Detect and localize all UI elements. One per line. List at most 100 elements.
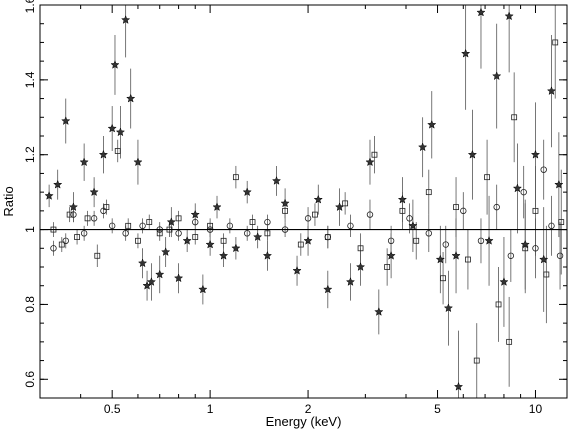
circle-marker — [324, 233, 332, 241]
circle-marker — [62, 237, 69, 244]
square-marker — [532, 207, 539, 214]
star-marker — [397, 194, 408, 204]
square-marker — [249, 219, 256, 225]
star-marker — [408, 220, 418, 230]
plot-frame — [39, 4, 568, 399]
star-marker — [98, 149, 109, 159]
star-marker — [212, 202, 222, 212]
star-marker — [345, 277, 356, 286]
star-marker — [520, 239, 530, 249]
square-marker — [207, 222, 214, 229]
circle-marker — [70, 211, 77, 218]
star-marker — [476, 7, 486, 17]
star-marker — [504, 11, 514, 21]
square-marker — [495, 301, 502, 308]
circle-marker — [460, 207, 467, 215]
star-marker — [374, 307, 384, 316]
circle-marker — [425, 230, 432, 237]
circle-marker — [477, 237, 485, 244]
square-marker — [552, 39, 559, 46]
y-tick-label: 1 — [23, 226, 37, 233]
y-axis-title: Ratio — [1, 186, 16, 216]
star-marker — [443, 303, 454, 313]
square-marker — [506, 338, 513, 345]
circle-marker — [556, 252, 564, 259]
star-marker — [365, 157, 375, 167]
square-marker — [125, 222, 132, 229]
star-marker — [427, 119, 437, 129]
circle-marker — [122, 230, 129, 237]
y-tick-label: 0.6 — [23, 371, 37, 388]
star-marker — [417, 142, 428, 152]
circle-marker — [226, 222, 234, 230]
square-marker — [384, 264, 391, 270]
circle-marker — [387, 237, 395, 244]
star-marker — [435, 254, 445, 264]
star-marker — [155, 269, 165, 279]
star-marker — [323, 284, 333, 294]
star-marker — [61, 116, 71, 125]
star-marker — [173, 273, 184, 283]
square-marker — [511, 114, 518, 121]
star-marker — [166, 217, 177, 227]
y-tick-label: 1.6 — [23, 0, 37, 13]
square-marker — [282, 207, 288, 214]
circle-marker — [192, 218, 199, 226]
star-marker — [467, 149, 478, 159]
square-marker — [413, 237, 420, 244]
square-marker — [522, 245, 529, 252]
star-marker — [120, 15, 131, 24]
circle-marker — [139, 222, 146, 230]
star-marker — [242, 187, 252, 197]
square-marker — [453, 204, 459, 211]
star-marker — [386, 250, 396, 260]
square-marker — [103, 204, 110, 211]
circle-marker — [108, 222, 116, 230]
star-marker — [512, 183, 523, 193]
star-marker — [68, 202, 79, 212]
circle-marker — [493, 203, 500, 211]
star-marker — [79, 157, 89, 167]
star-marker — [292, 265, 302, 275]
square-marker — [342, 200, 349, 207]
circle-marker — [50, 245, 57, 252]
star-marker — [89, 187, 99, 197]
circle-marker — [548, 222, 555, 230]
star-marker — [126, 93, 136, 103]
star-marker — [115, 127, 126, 137]
square-marker — [135, 237, 141, 244]
circle-marker — [507, 252, 515, 259]
star-marker — [190, 209, 200, 219]
x-tick-label: 5 — [434, 402, 441, 416]
error-bars — [48, 5, 562, 398]
star-marker — [271, 176, 282, 185]
star-marker — [218, 250, 229, 260]
star-marker — [44, 190, 54, 200]
star-marker — [280, 198, 290, 208]
square-marker — [473, 357, 480, 364]
square-marker — [264, 230, 271, 237]
square-marker — [156, 230, 163, 237]
square-marker — [175, 215, 182, 222]
y-tick-label: 0.8 — [23, 296, 37, 313]
star-marker — [198, 284, 208, 294]
star-marker — [539, 254, 549, 264]
star-marker — [303, 235, 313, 245]
star-marker — [546, 86, 557, 96]
star-marker — [107, 123, 117, 133]
square-marker — [440, 275, 446, 282]
square-marker — [371, 151, 378, 158]
star-marker — [231, 243, 241, 253]
star-marker — [499, 277, 509, 286]
x-axis: 0.5 1 2 5 10 — [39, 5, 542, 416]
y-tick-label: 1.4 — [23, 71, 37, 88]
circle-marker — [304, 215, 312, 222]
star-marker — [451, 250, 461, 260]
star-marker — [53, 179, 63, 189]
star-marker — [355, 262, 366, 271]
x-tick-label: 1 — [207, 402, 214, 416]
star-marker — [253, 232, 263, 242]
circle-marker — [90, 215, 98, 222]
x-tick-label: 0.5 — [104, 402, 121, 416]
